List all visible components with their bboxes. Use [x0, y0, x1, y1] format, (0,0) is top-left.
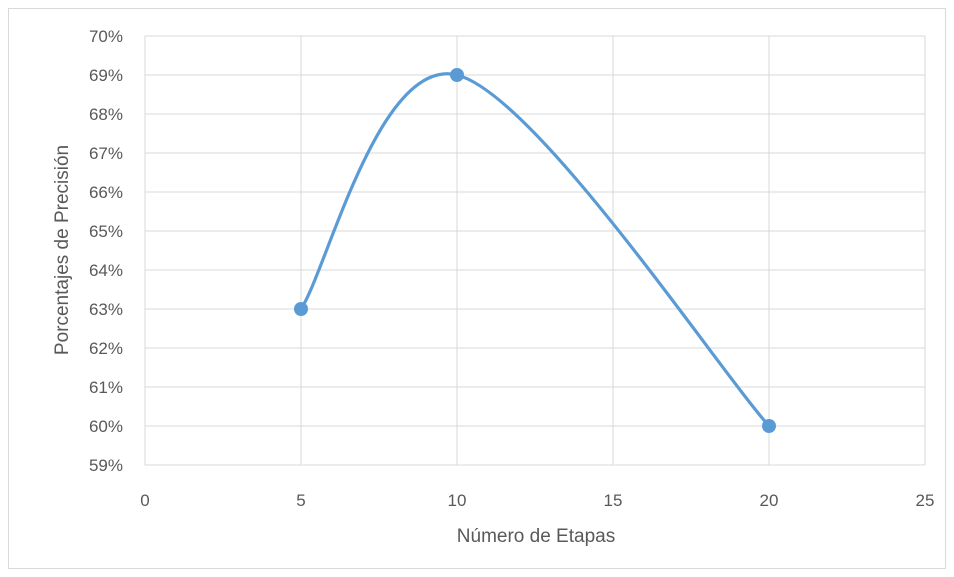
y-tick-label: 60% [89, 417, 123, 436]
y-tick-label: 69% [89, 66, 123, 85]
y-tick-label: 68% [89, 105, 123, 124]
chart-frame [8, 8, 946, 569]
x-tick-label: 15 [604, 491, 623, 510]
data-point [762, 419, 776, 433]
y-tick-label: 65% [89, 222, 123, 241]
x-axis-title: Número de Etapas [457, 526, 615, 547]
y-tick-label: 70% [89, 27, 123, 46]
y-tick-label: 61% [89, 378, 123, 397]
series-points [294, 68, 776, 433]
y-tick-label: 67% [89, 144, 123, 163]
x-tick-labels: 0 5 10 15 20 25 [140, 491, 934, 510]
y-tick-label: 64% [89, 261, 123, 280]
x-tick-label: 25 [916, 491, 935, 510]
grid [144, 35, 926, 466]
y-axis-title: Porcentajes de Precisión [52, 145, 73, 355]
y-tick-label: 66% [89, 183, 123, 202]
series-line [299, 72, 771, 428]
x-tick-label: 10 [448, 491, 467, 510]
data-point [294, 302, 308, 316]
y-tick-label: 63% [89, 300, 123, 319]
x-tick-label: 20 [760, 491, 779, 510]
y-tick-label: 62% [89, 339, 123, 358]
x-tick-label: 0 [140, 491, 149, 510]
y-tick-labels: 59% 60% 61% 62% 63% 64% 65% 66% 67% 68% 69% 70% [89, 27, 123, 475]
x-tick-label: 5 [296, 491, 305, 510]
data-point [450, 68, 464, 82]
y-tick-label: 59% [89, 456, 123, 475]
